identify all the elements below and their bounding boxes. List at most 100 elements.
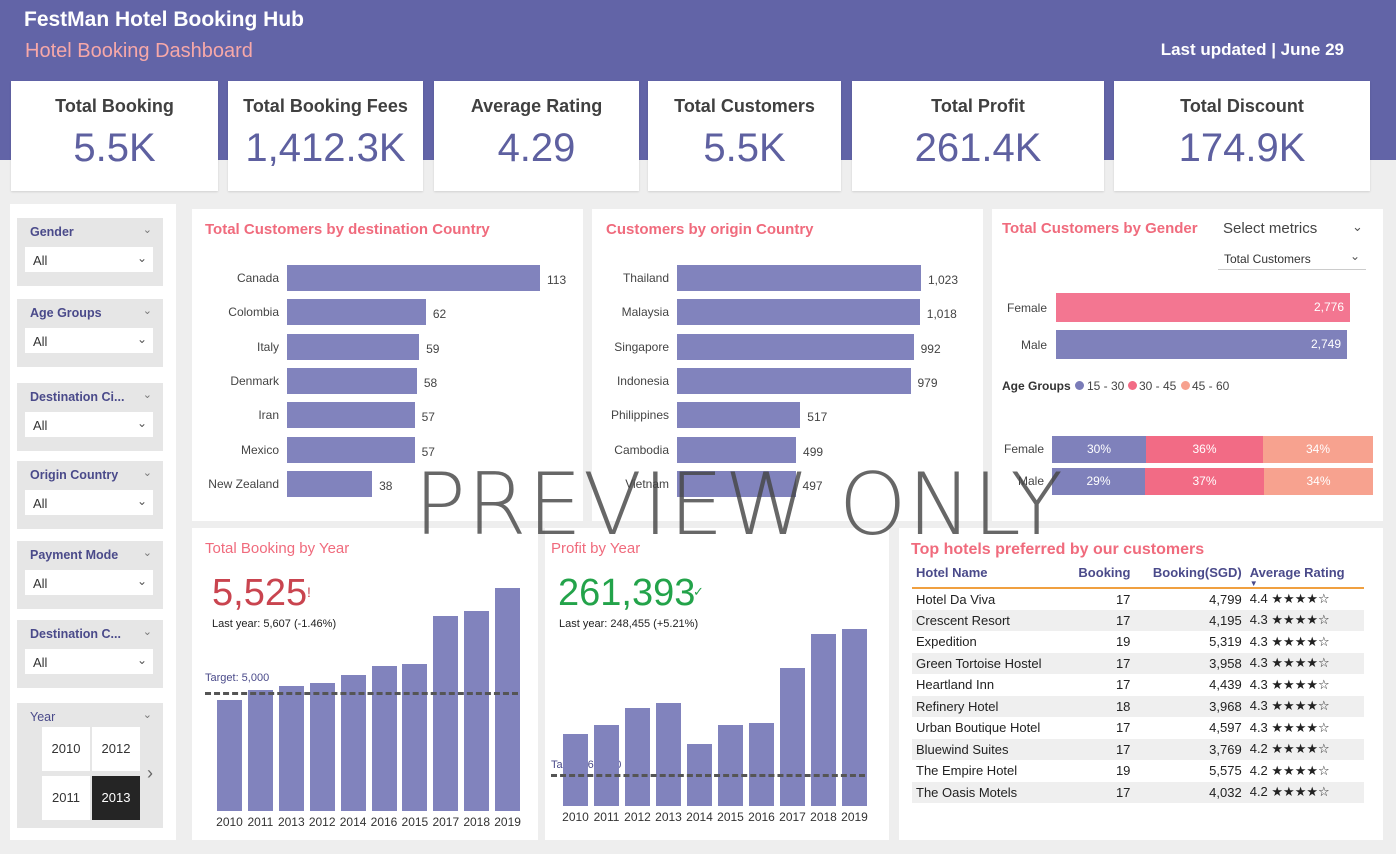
column-header-average-rating[interactable]: Average Rating ▼ <box>1245 562 1364 589</box>
column-header-hotel-name[interactable]: Hotel Name <box>912 562 1066 589</box>
table-row[interactable]: Bluewind Suites 17 3,769 4.2 ★★★★☆ <box>912 738 1364 760</box>
table-row[interactable]: Green Tortoise Hostel 17 3,958 4.3 ★★★★☆ <box>912 652 1364 674</box>
chevron-down-icon: ⌄ <box>136 332 147 346</box>
table-row[interactable]: Crescent Resort 17 4,195 4.3 ★★★★☆ <box>912 609 1364 631</box>
cell-name: The Oasis Motels <box>912 781 1066 803</box>
last-year-note: Last year: 248,455 (+5.21%) <box>559 618 699 630</box>
chevron-down-icon[interactable]: ⌄ <box>142 389 152 401</box>
cell-sgd: 3,958 <box>1134 652 1246 674</box>
bar[interactable] <box>677 299 920 326</box>
column-header-booking[interactable]: Booking <box>1065 562 1135 589</box>
table-row[interactable]: Heartland Inn 17 4,439 4.3 ★★★★☆ <box>912 674 1364 696</box>
bar[interactable] <box>677 470 796 497</box>
female-bar[interactable]: 2,776 <box>1056 293 1350 322</box>
bar[interactable] <box>402 663 428 811</box>
chart-title: Total Customers by Gender <box>1002 220 1198 237</box>
bar[interactable] <box>677 333 914 360</box>
bar-value: 57 <box>421 410 435 425</box>
chevron-down-icon[interactable]: ⌄ <box>142 626 152 638</box>
bar[interactable] <box>625 708 650 806</box>
bar[interactable] <box>749 722 774 806</box>
bar[interactable] <box>677 436 797 463</box>
bar[interactable] <box>677 402 801 429</box>
age-groups-dropdown[interactable]: All ⌄ <box>25 328 153 353</box>
chevron-down-icon: ⌄ <box>136 653 147 667</box>
bar-value: 59 <box>426 341 440 356</box>
female-45-60-segment[interactable]: 34% <box>1263 436 1373 463</box>
chevron-down-icon[interactable]: ⌄ <box>142 709 152 721</box>
female-30-45-segment[interactable]: 36% <box>1146 436 1263 463</box>
bar[interactable] <box>811 633 836 806</box>
kpi-label: Average Rating <box>470 96 603 116</box>
bar[interactable] <box>842 629 867 806</box>
bar[interactable] <box>278 686 304 811</box>
slicer-label: Gender <box>30 225 74 239</box>
table-row[interactable]: Expedition 19 5,319 4.3 ★★★★☆ <box>912 631 1364 653</box>
bar[interactable] <box>287 402 415 429</box>
bar[interactable] <box>464 611 490 811</box>
table-row[interactable]: The Empire Hotel 19 5,575 4.2 ★★★★☆ <box>912 760 1364 782</box>
bar-value: 58 <box>423 375 438 390</box>
destination-country-dropdown[interactable]: All ⌄ <box>25 649 153 674</box>
slicer-label: Destination C... <box>30 627 121 641</box>
gender-dropdown[interactable]: All ⌄ <box>25 247 153 272</box>
cell-rating: 4.3 ★★★★☆ <box>1249 633 1330 649</box>
year-label: 2011 <box>247 815 274 829</box>
payment-mode-dropdown[interactable]: All ⌄ <box>25 570 153 595</box>
app-title: FestMan Hotel Booking Hub <box>24 8 304 31</box>
bar[interactable] <box>495 588 521 811</box>
column-header-booking-sgd[interactable]: Booking(SGD) <box>1134 562 1246 589</box>
male-bar[interactable]: 2,749 <box>1056 330 1347 359</box>
bar[interactable] <box>287 265 540 291</box>
bar[interactable] <box>677 367 911 394</box>
metrics-dropdown[interactable]: Total Customers ⌄ <box>1218 246 1366 270</box>
bar[interactable] <box>718 725 743 806</box>
slicer-year: Year ⌄ 2010 2012 2011 2013 › <box>17 703 163 828</box>
kpi-card-total-discount: Total Discount 174.9K <box>1114 81 1370 191</box>
bar[interactable] <box>287 436 415 463</box>
male-45-60-segment[interactable]: 34% <box>1264 468 1373 495</box>
bar[interactable] <box>563 734 588 806</box>
chevron-down-icon[interactable]: ⌄ <box>142 547 152 559</box>
dropdown-value: Total Customers <box>1224 252 1311 266</box>
table-row[interactable]: The Oasis Motels 17 4,032 4.2 ★★★★☆ <box>912 781 1364 803</box>
bar[interactable] <box>287 299 426 326</box>
bar[interactable] <box>309 683 335 811</box>
chevron-down-icon[interactable]: ⌄ <box>142 224 152 236</box>
table-row[interactable]: Refinery Hotel 18 3,968 4.3 ★★★★☆ <box>912 695 1364 717</box>
bar[interactable] <box>340 675 366 811</box>
legend-label: 30 - 45 <box>1139 379 1177 393</box>
chevron-down-icon[interactable]: ⌄ <box>1352 219 1363 234</box>
year-button-2010[interactable]: 2010 <box>42 727 90 771</box>
year-button-2013[interactable]: 2013 <box>92 776 140 820</box>
bar[interactable] <box>287 333 420 360</box>
kpi-value: 1,412.3K <box>245 126 406 170</box>
chevron-right-icon[interactable]: › <box>147 763 153 783</box>
origin-country-dropdown[interactable]: All ⌄ <box>25 490 153 515</box>
bar[interactable] <box>780 668 805 806</box>
destination-city-dropdown[interactable]: All ⌄ <box>25 412 153 437</box>
dropdown-value: All <box>33 576 48 591</box>
bar[interactable] <box>287 367 417 394</box>
bar[interactable] <box>433 615 459 811</box>
table-row[interactable]: Hotel Da Viva 17 4,799 4.4 ★★★★☆ <box>912 588 1364 610</box>
slicer-label: Payment Mode <box>30 548 119 562</box>
male-30-45-segment[interactable]: 37% <box>1145 468 1264 495</box>
year-button-2012[interactable]: 2012 <box>92 727 140 771</box>
bar[interactable] <box>371 665 397 811</box>
bar[interactable] <box>594 725 619 806</box>
year-button-2011[interactable]: 2011 <box>42 776 90 820</box>
bar[interactable] <box>247 690 273 811</box>
bar[interactable] <box>677 265 921 291</box>
bar[interactable] <box>287 470 373 497</box>
kpi-card-total-customers: Total Customers 5.5K <box>648 81 841 191</box>
bar[interactable] <box>656 703 681 806</box>
dropdown-value: All <box>33 496 48 511</box>
bar[interactable] <box>217 699 242 811</box>
table-row[interactable]: Urban Boutique Hotel 17 4,597 4.3 ★★★★☆ <box>912 717 1364 739</box>
female-15-30-segment[interactable]: 30% <box>1052 436 1146 463</box>
destination-country-chart: Total Customers by destination Country <box>192 209 583 521</box>
male-15-30-segment[interactable]: 29% <box>1052 468 1145 495</box>
chevron-down-icon[interactable]: ⌄ <box>142 467 152 479</box>
chevron-down-icon[interactable]: ⌄ <box>142 305 152 317</box>
